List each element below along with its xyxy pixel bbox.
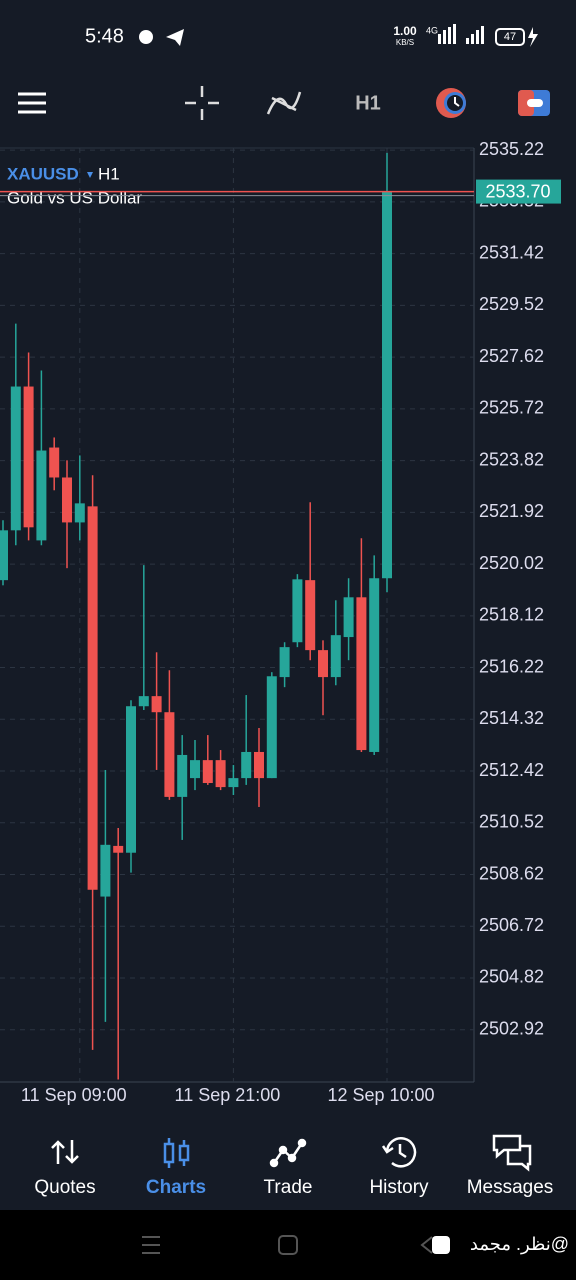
candle-body bbox=[318, 650, 328, 678]
trade-button[interactable] bbox=[518, 90, 550, 116]
candle-body bbox=[177, 754, 188, 797]
y-tick-label: 2504.82 bbox=[479, 967, 544, 987]
system-nav bbox=[0, 1210, 576, 1280]
candle-body bbox=[254, 751, 264, 779]
net-unit: KB/S bbox=[396, 38, 414, 47]
y-tick-label: 2520.02 bbox=[479, 553, 544, 573]
nav-label[interactable]: Quotes bbox=[34, 1177, 95, 1198]
candle-body bbox=[369, 578, 380, 752]
candle-body bbox=[164, 712, 175, 797]
candle-body bbox=[151, 696, 162, 713]
nav-label[interactable]: Trade bbox=[264, 1177, 313, 1198]
candle-body bbox=[356, 597, 367, 751]
clock-button[interactable] bbox=[436, 88, 466, 118]
symbol-dropdown[interactable] bbox=[87, 172, 93, 178]
y-tick-label: 2527.62 bbox=[479, 346, 544, 366]
y-tick-label: 2510.52 bbox=[479, 812, 544, 832]
candle-body bbox=[190, 760, 200, 779]
candle-body bbox=[0, 530, 8, 581]
time: 5:48 bbox=[85, 25, 124, 47]
candle-body bbox=[228, 778, 239, 788]
current-price-box bbox=[476, 179, 561, 204]
trade-icon bbox=[269, 1138, 307, 1168]
symbol[interactable]: XAUUSD bbox=[7, 164, 79, 183]
candle-body bbox=[62, 477, 72, 523]
x-tick-label: 11 Sep 09:00 bbox=[21, 1085, 127, 1105]
battery: 47 bbox=[504, 31, 516, 43]
timeframe: H1 bbox=[98, 164, 120, 183]
crosshair-button[interactable] bbox=[185, 86, 219, 120]
candle-body bbox=[74, 503, 85, 523]
indicators-button[interactable] bbox=[266, 91, 302, 115]
plot-area bbox=[0, 148, 474, 1082]
y-tick-label: 2512.42 bbox=[479, 760, 544, 780]
timeframe-button[interactable]: H1 bbox=[355, 92, 381, 114]
candle-body bbox=[382, 191, 392, 579]
y-tick-label: 2535.22 bbox=[479, 139, 544, 159]
candle-body bbox=[215, 760, 226, 788]
y-tick-label: 2502.92 bbox=[479, 1018, 544, 1038]
nav-label[interactable]: Charts bbox=[146, 1177, 206, 1198]
y-tick-label: 2514.32 bbox=[479, 708, 544, 728]
y-tick-label: 2529.52 bbox=[479, 294, 544, 314]
x-tick-label: 11 Sep 21:00 bbox=[175, 1085, 281, 1105]
candle-body bbox=[49, 447, 60, 478]
messages-icon bbox=[492, 1134, 532, 1172]
x-tick-label: 12 Sep 10:00 bbox=[327, 1085, 434, 1105]
system-buttons bbox=[142, 1235, 433, 1255]
y-tick-label: 2521.92 bbox=[479, 501, 544, 521]
candle-body bbox=[330, 635, 341, 678]
bottom-nav: Quotes Charts Trade History Messages bbox=[34, 1134, 554, 1198]
net-speed: 1.00 bbox=[393, 24, 417, 38]
watermark: دمجم .رظن@ bbox=[470, 1234, 569, 1255]
candle-body bbox=[266, 676, 277, 779]
charts-icon bbox=[163, 1138, 190, 1168]
candle-body bbox=[279, 647, 290, 678]
candle-body bbox=[10, 386, 21, 531]
nav-label[interactable]: Messages bbox=[467, 1177, 554, 1198]
candle-body bbox=[202, 760, 213, 784]
quotes-icon bbox=[51, 1140, 79, 1164]
description: Gold vs US Dollar bbox=[7, 188, 142, 207]
candle-body bbox=[36, 450, 47, 541]
candle-body bbox=[100, 844, 111, 897]
current-price-label: 2533.70 bbox=[485, 181, 550, 201]
nav-label[interactable]: History bbox=[369, 1177, 429, 1198]
facebook-icon bbox=[432, 1236, 450, 1254]
y-tick-label: 2525.72 bbox=[479, 398, 544, 418]
candle-body bbox=[138, 696, 149, 707]
candle-body bbox=[305, 580, 316, 651]
candle-body bbox=[241, 751, 252, 779]
y-tick-label: 2531.42 bbox=[479, 242, 544, 262]
y-tick-label: 2506.72 bbox=[479, 915, 544, 935]
y-tick-label: 2523.82 bbox=[479, 449, 544, 469]
candle-body bbox=[23, 386, 34, 528]
history-icon bbox=[381, 1137, 417, 1168]
candle-body bbox=[87, 506, 98, 890]
candle-body bbox=[292, 579, 303, 643]
menu-button[interactable] bbox=[18, 92, 46, 114]
candle-body bbox=[126, 706, 136, 853]
y-tick-label: 2508.62 bbox=[479, 863, 544, 883]
candle-body bbox=[113, 845, 124, 853]
network: 4G bbox=[426, 25, 438, 35]
y-tick-label: 2516.22 bbox=[479, 656, 544, 676]
y-tick-label: 2518.12 bbox=[479, 605, 544, 625]
status-icons bbox=[139, 24, 538, 47]
candle-body bbox=[343, 597, 354, 638]
